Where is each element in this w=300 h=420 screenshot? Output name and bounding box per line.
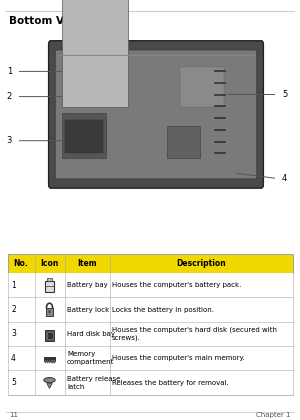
Bar xyxy=(46,308,53,316)
Bar xyxy=(46,332,52,339)
Text: 3: 3 xyxy=(7,136,12,145)
FancyBboxPatch shape xyxy=(49,41,263,188)
Bar xyxy=(44,357,55,361)
Text: Chapter 1: Chapter 1 xyxy=(256,412,291,418)
Bar xyxy=(8,273,292,297)
Text: Houses the computer's main memory.: Houses the computer's main memory. xyxy=(112,355,245,361)
Text: Houses the computer's battery pack.: Houses the computer's battery pack. xyxy=(112,282,241,288)
Text: Item: Item xyxy=(77,259,97,268)
Polygon shape xyxy=(47,383,52,389)
Bar xyxy=(8,297,292,322)
Bar xyxy=(64,120,103,153)
Text: Battery bay: Battery bay xyxy=(67,282,108,288)
FancyBboxPatch shape xyxy=(55,50,257,179)
FancyBboxPatch shape xyxy=(61,0,128,107)
Text: 5: 5 xyxy=(11,378,16,387)
Bar xyxy=(8,370,292,395)
Text: 1: 1 xyxy=(7,67,12,76)
Text: 2: 2 xyxy=(7,92,12,101)
Bar xyxy=(45,330,54,341)
Bar xyxy=(167,126,200,158)
Ellipse shape xyxy=(44,378,55,383)
Bar xyxy=(51,360,52,363)
Text: Description: Description xyxy=(176,259,226,268)
Bar xyxy=(8,346,292,370)
Text: Houses the computer's hard disk (secured with
screws).: Houses the computer's hard disk (secured… xyxy=(112,326,277,341)
Text: 1: 1 xyxy=(11,281,16,290)
Bar xyxy=(61,113,106,158)
Bar xyxy=(45,281,54,292)
Text: Locks the battery in position.: Locks the battery in position. xyxy=(112,307,214,312)
Bar xyxy=(180,67,224,107)
Text: No.: No. xyxy=(14,259,28,268)
Text: Battery release
latch: Battery release latch xyxy=(67,375,120,390)
Text: Hard disk bay: Hard disk bay xyxy=(67,331,115,337)
Bar xyxy=(53,360,55,363)
Text: 4: 4 xyxy=(282,174,287,183)
Text: 2: 2 xyxy=(11,305,16,314)
Text: Bottom View: Bottom View xyxy=(9,16,84,26)
Text: 5: 5 xyxy=(282,90,287,99)
Text: Icon: Icon xyxy=(40,259,59,268)
Text: 4: 4 xyxy=(11,354,16,363)
Text: Battery lock: Battery lock xyxy=(67,307,109,312)
Text: 11: 11 xyxy=(9,412,18,418)
Bar xyxy=(49,360,50,363)
Text: 3: 3 xyxy=(11,329,16,339)
Bar xyxy=(47,360,48,363)
Bar xyxy=(45,360,46,363)
Ellipse shape xyxy=(48,310,51,313)
Bar xyxy=(8,254,292,273)
Text: Memory
compartment: Memory compartment xyxy=(67,351,114,365)
Bar xyxy=(47,278,52,281)
Bar xyxy=(8,322,292,346)
Text: Releases the battery for removal.: Releases the battery for removal. xyxy=(112,380,229,386)
